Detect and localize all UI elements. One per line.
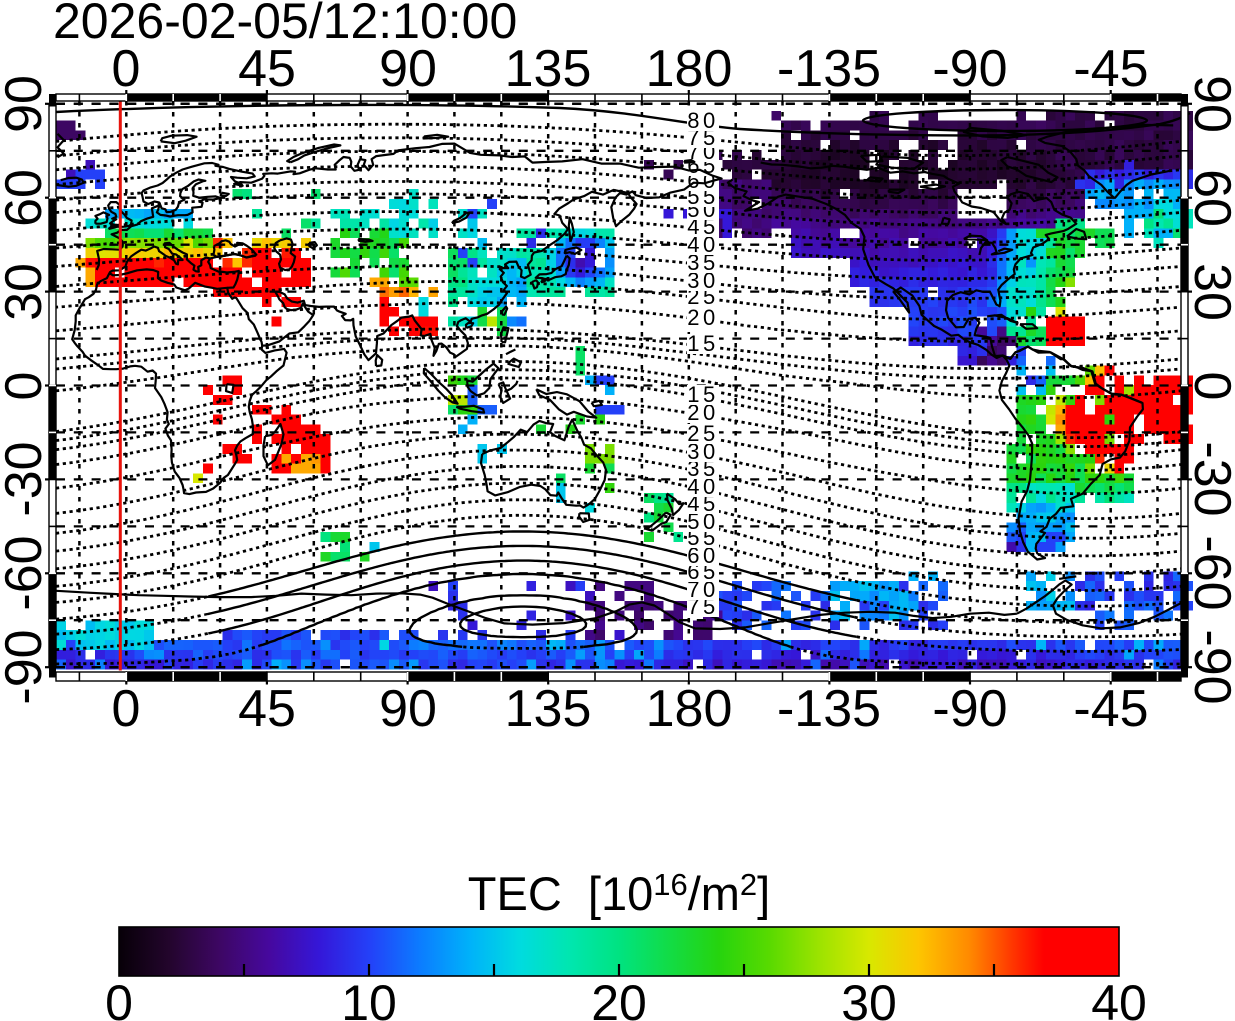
svg-text:0: 0 xyxy=(112,40,141,98)
svg-text:30: 30 xyxy=(0,263,53,321)
svg-text:2026-02-05/12:10:00: 2026-02-05/12:10:00 xyxy=(53,0,517,49)
svg-text:90: 90 xyxy=(1183,75,1235,133)
svg-text:-90: -90 xyxy=(0,629,53,704)
svg-text:90: 90 xyxy=(379,680,437,738)
svg-text:-90: -90 xyxy=(1183,629,1235,704)
svg-text:20: 20 xyxy=(591,975,647,1021)
svg-text:15: 15 xyxy=(687,331,718,356)
svg-text:90: 90 xyxy=(0,75,53,133)
svg-text:0: 0 xyxy=(0,372,53,401)
svg-text:180: 180 xyxy=(646,680,733,738)
svg-text:-45: -45 xyxy=(1073,680,1148,738)
svg-text:-30: -30 xyxy=(0,441,53,516)
svg-text:135: 135 xyxy=(505,680,592,738)
svg-text:135: 135 xyxy=(505,40,592,98)
svg-text:0: 0 xyxy=(1183,372,1235,401)
svg-text:10: 10 xyxy=(341,975,397,1021)
svg-text:15: 15 xyxy=(687,382,718,407)
svg-text:-30: -30 xyxy=(1183,441,1235,516)
svg-text:-60: -60 xyxy=(0,535,53,610)
svg-text:60: 60 xyxy=(1183,169,1235,227)
svg-text:0: 0 xyxy=(105,975,133,1021)
svg-text:180: 180 xyxy=(646,40,733,98)
svg-text:-90: -90 xyxy=(932,40,1007,98)
svg-text:45: 45 xyxy=(238,40,296,98)
svg-text:-60: -60 xyxy=(1183,535,1235,610)
svg-text:60: 60 xyxy=(0,169,53,227)
svg-text:-135: -135 xyxy=(777,40,881,98)
svg-text:-90: -90 xyxy=(932,680,1007,738)
svg-text:0: 0 xyxy=(112,680,141,738)
svg-text:40: 40 xyxy=(1091,975,1147,1021)
svg-text:80: 80 xyxy=(687,108,718,133)
svg-text:45: 45 xyxy=(238,680,296,738)
svg-text:-135: -135 xyxy=(777,680,881,738)
svg-text:-45: -45 xyxy=(1073,40,1148,98)
svg-text:90: 90 xyxy=(379,40,437,98)
svg-text:20: 20 xyxy=(687,305,718,330)
svg-text:30: 30 xyxy=(841,975,897,1021)
svg-text:25: 25 xyxy=(687,421,718,446)
svg-text:TEC [1016/m2]: TEC [1016/m2] xyxy=(468,867,770,920)
svg-text:30: 30 xyxy=(1183,263,1235,321)
